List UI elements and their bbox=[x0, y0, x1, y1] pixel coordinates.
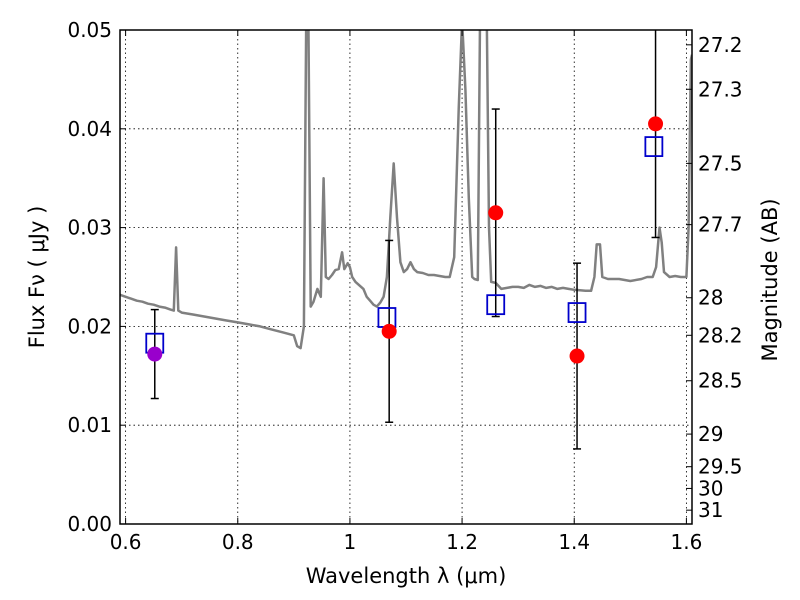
model-square-marker bbox=[486, 294, 506, 316]
x-tick-label: 1.2 bbox=[446, 530, 478, 554]
right-tick-label: 31 bbox=[698, 498, 723, 522]
right-tick-label: 28 bbox=[698, 286, 723, 310]
plot-frame bbox=[119, 29, 693, 525]
plot-area bbox=[120, 30, 692, 450]
right-tick-label: 28.5 bbox=[698, 369, 743, 393]
right-tick-label: 27.7 bbox=[698, 213, 743, 237]
y-tick-label: 0.05 bbox=[67, 18, 112, 42]
right-tick-label: 29.5 bbox=[698, 455, 743, 479]
x-axis-label: Wavelength λ (μm) bbox=[306, 564, 507, 588]
x-tick-label: 0.6 bbox=[110, 530, 142, 554]
data-point bbox=[488, 205, 504, 221]
y-tick-label: 0.00 bbox=[67, 512, 112, 536]
x-tick-label: 1.6 bbox=[670, 530, 702, 554]
x-axis: 0.6 0.8 1 1.2 1.4 1.6 bbox=[110, 30, 702, 554]
data-point bbox=[381, 323, 397, 339]
data-point bbox=[569, 348, 585, 364]
y-axis-right-label: Magnitude (AB) bbox=[758, 198, 782, 361]
right-tick-label: 28.2 bbox=[698, 323, 743, 347]
data-point bbox=[648, 116, 664, 132]
y-tick-label: 0.02 bbox=[67, 314, 112, 338]
x-tick-label: 1 bbox=[344, 530, 357, 554]
right-tick-label: 27.2 bbox=[698, 33, 743, 57]
x-tick-label: 0.8 bbox=[222, 530, 254, 554]
y-axis-left: 0.00 0.01 0.02 0.03 0.04 0.05 bbox=[67, 18, 126, 536]
model-square-marker bbox=[377, 307, 397, 328]
right-tick-label: 29 bbox=[698, 422, 723, 446]
right-tick-label: 27.3 bbox=[698, 77, 743, 101]
marker-series bbox=[145, 30, 664, 450]
spectrum-line bbox=[120, 30, 692, 350]
model-square-marker bbox=[644, 136, 664, 157]
model-square-marker bbox=[567, 302, 587, 323]
grid-lines bbox=[120, 29, 692, 525]
y-axis-label: Flux Fν ( μJy ) bbox=[25, 206, 49, 349]
right-tick-label: 27.5 bbox=[698, 151, 743, 175]
y-tick-label: 0.04 bbox=[67, 117, 112, 141]
y-tick-label: 0.01 bbox=[67, 413, 112, 437]
y-tick-label: 0.03 bbox=[67, 216, 112, 240]
x-tick-label: 1.4 bbox=[558, 530, 590, 554]
right-tick-label: 30 bbox=[698, 476, 723, 500]
spectrum-series bbox=[120, 30, 692, 350]
data-point bbox=[147, 346, 163, 362]
